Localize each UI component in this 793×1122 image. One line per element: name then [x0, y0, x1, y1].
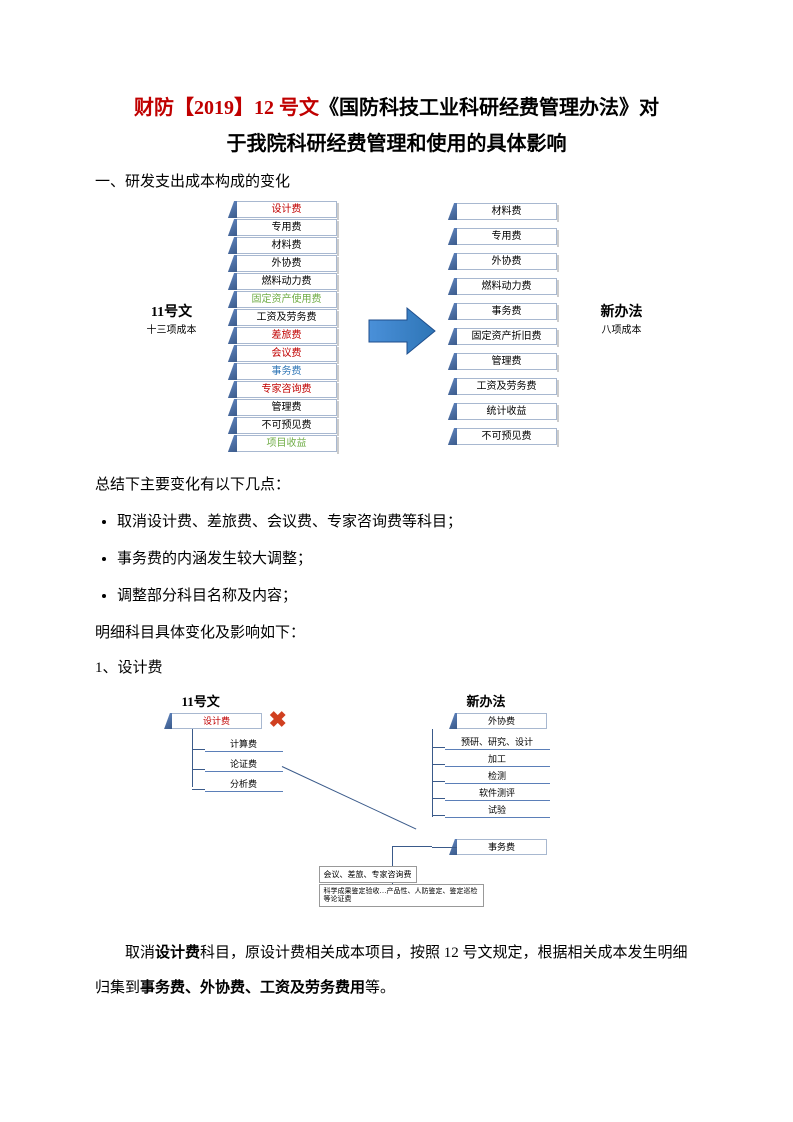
bullet-2: 事务费的内涵发生较大调整；	[117, 547, 698, 568]
final-paragraph: 取消设计费科目，原设计费相关成本项目，按照 12 号文规定，根据相关成本发生明细…	[95, 936, 698, 1005]
d1-left-item: 专用费	[237, 219, 337, 236]
d1-left-item: 固定资产使用费	[237, 291, 337, 308]
summary-intro: 总结下主要变化有以下几点：	[95, 473, 698, 494]
d1-right-item: 燃料动力费	[457, 278, 557, 295]
d1-right-item: 工资及劳务费	[457, 378, 557, 395]
arrow-icon	[367, 306, 437, 361]
d1-left-item: 燃料动力费	[237, 273, 337, 290]
d1-left-item: 材料费	[237, 237, 337, 254]
x-mark-icon: ✖	[269, 707, 287, 733]
d2-right-sub: 检测	[445, 769, 550, 784]
d1-left-item: 会议费	[237, 345, 337, 362]
d2-right-sub: 预研、研究、设计	[445, 735, 550, 750]
d1-left-item: 设计费	[237, 201, 337, 218]
d1-right-item: 专用费	[457, 228, 557, 245]
detail-heading: 明细科目具体变化及影响如下：	[95, 621, 698, 642]
d1-right-item: 事务费	[457, 303, 557, 320]
d2-note2: 科学成果鉴定验收…产品性、人防鉴定、鉴定巡检等论证费	[319, 884, 484, 907]
d1-right-item: 统计收益	[457, 403, 557, 420]
d2-connector-line	[281, 766, 416, 829]
d1-left-item: 专家咨询费	[237, 381, 337, 398]
bullet-3: 调整部分科目名称及内容；	[117, 584, 698, 605]
d1-left-item: 工资及劳务费	[237, 309, 337, 326]
d2-left-sub: 论证费	[205, 757, 283, 772]
d2-right-top: 外协费	[457, 713, 547, 729]
diagram-design-fee: 11号文 新办法 设计费 ✖ 外协费 计算费论证费分析费 预研、研究、设计加工检…	[147, 691, 647, 921]
d2-left-top: 设计费	[172, 713, 262, 729]
d2-right-sub: 试验	[445, 803, 550, 818]
d1-left-item: 事务费	[237, 363, 337, 380]
d2-left-label: 11号文	[182, 691, 220, 710]
d2-left-sub: 分析费	[205, 777, 283, 792]
bullet-1: 取消设计费、差旅费、会议费、专家咨询费等科目；	[117, 510, 698, 531]
d1-right-item: 不可预见费	[457, 428, 557, 445]
d1-left-item: 差旅费	[237, 327, 337, 344]
d1-left-item: 不可预见费	[237, 417, 337, 434]
d1-right-item: 固定资产折旧费	[457, 328, 557, 345]
d1-left-item: 管理费	[237, 399, 337, 416]
d1-left-item: 外协费	[237, 255, 337, 272]
d1-left-item: 项目收益	[237, 435, 337, 452]
item1-heading: 1、设计费	[95, 656, 698, 677]
d1-right-item: 材料费	[457, 203, 557, 220]
title-highlight: 财防【2019】12 号文	[134, 97, 319, 119]
d2-right-label: 新办法	[467, 691, 506, 710]
d2-right-bottom: 事务费	[457, 839, 547, 855]
title-part1b: 《国防科技工业科研经费管理办法》对	[319, 97, 659, 119]
right-col-bold: 新办法	[601, 305, 643, 320]
diagram-cost-structure: 11号文 十三项成本 新办法 八项成本 设计费专用费材料费外协费燃料动力费固定资…	[127, 201, 667, 461]
title-line2: 于我院科研经费管理和使用的具体影响	[227, 133, 567, 155]
section-1-heading: 一、研发支出成本构成的变化	[95, 170, 698, 191]
d2-note1: 会议、差旅、专家咨询费	[319, 866, 417, 883]
left-col-bold: 11号文	[151, 305, 192, 320]
page-title: 财防【2019】12 号文《国防科技工业科研经费管理办法》对 于我院科研经费管理…	[95, 90, 698, 162]
d1-right-item: 外协费	[457, 253, 557, 270]
bullet-list: 取消设计费、差旅费、会议费、专家咨询费等科目； 事务费的内涵发生较大调整； 调整…	[95, 510, 698, 605]
d2-right-sub: 软件测评	[445, 786, 550, 801]
left-col-label: 11号文 十三项成本	[127, 301, 217, 337]
right-col-label: 新办法 八项成本	[577, 301, 667, 337]
left-col-sub: 十三项成本	[147, 325, 197, 336]
d1-right-item: 管理费	[457, 353, 557, 370]
d2-right-sub: 加工	[445, 752, 550, 767]
d2-left-sub: 计算费	[205, 737, 283, 752]
right-col-sub: 八项成本	[602, 325, 642, 336]
